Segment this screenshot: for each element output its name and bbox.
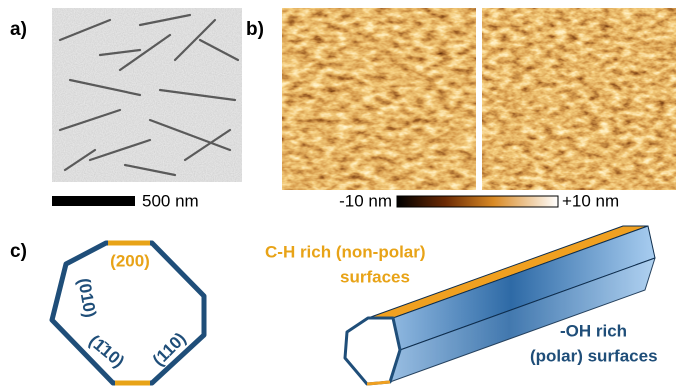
afm-image [282, 8, 476, 190]
panel-label: a) [10, 19, 27, 40]
panel-label: b) [246, 19, 264, 40]
scale-bar-label: 500 nm [142, 191, 199, 210]
colorbar-max: +10 nm [562, 191, 619, 210]
panel-label: c) [10, 241, 27, 262]
facet-label: (200) [110, 251, 150, 270]
colorbar-min: -10 nm [339, 191, 392, 210]
annotation: -OH rich [560, 321, 627, 340]
annotation: surfaces [340, 267, 410, 286]
annotation: C-H rich (non-polar) [265, 242, 426, 261]
annotation: (polar) surfaces [530, 346, 658, 365]
colorbar [397, 196, 558, 207]
scale-bar [52, 196, 135, 206]
figure: a) 500 nm b) -10 nm +10 nm c) (200) (010… [0, 0, 678, 387]
tem-image [52, 8, 242, 182]
afm-image [482, 8, 676, 190]
